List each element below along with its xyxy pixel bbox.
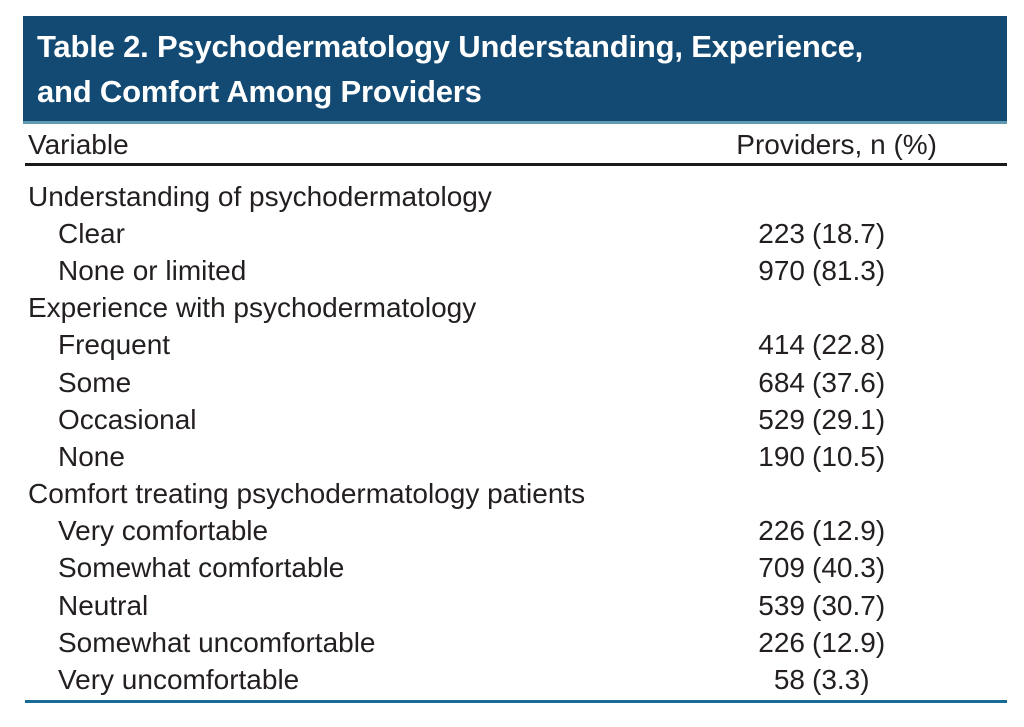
row-label: Somewhat uncomfortable: [58, 626, 376, 658]
table-row: Clear 223 (18.7): [28, 215, 937, 252]
row-value: 226 (12.9): [737, 515, 937, 547]
row-n: 539: [758, 589, 805, 621]
row-n: 190: [758, 440, 805, 472]
row-pct: (37.6): [812, 366, 886, 398]
column-header-providers: Providers, n (%): [736, 129, 937, 160]
row-pct: (30.7): [812, 589, 886, 621]
row-pct: (18.7): [812, 217, 886, 249]
row-value: 684 (37.6): [737, 367, 937, 399]
row-label: Frequent: [58, 329, 171, 361]
row-n: 226: [758, 515, 805, 547]
row-value: 539 (30.7): [737, 590, 937, 622]
row-label: Very uncomfortable: [58, 664, 300, 696]
row-label: None or limited: [58, 254, 247, 286]
row-label: Somewhat comfortable: [58, 552, 345, 584]
row-label: Clear: [58, 217, 125, 249]
row-pct: (40.3): [812, 552, 886, 584]
row-n: 223: [758, 217, 805, 249]
row-n: 529: [758, 403, 805, 435]
row-value: 226 (12.9): [737, 627, 937, 659]
row-label: Very comfortable: [58, 515, 269, 547]
table-title: Table 2. Psychodermatology Understanding…: [23, 16, 1007, 114]
table-body: Understanding of psychodermatology Clear…: [28, 178, 937, 699]
row-n: 970: [758, 254, 805, 286]
row-label: Some: [58, 366, 132, 398]
row-value: 709 (40.3): [737, 552, 937, 584]
row-pct: (29.1): [812, 403, 886, 435]
row-n: 684: [758, 366, 805, 398]
row-label: Occasional: [58, 403, 197, 435]
table-row: Comfort treating psychodermatology patie…: [28, 476, 937, 513]
column-header-row: Variable Providers, n (%): [28, 129, 937, 161]
row-value: 414 (22.8): [737, 329, 937, 361]
table-row: None 190 (10.5): [28, 438, 937, 475]
row-pct: (12.9): [812, 515, 886, 547]
table-row: Somewhat uncomfortable 226 (12.9): [28, 624, 937, 661]
table-title-line1: Table 2. Psychodermatology Understanding…: [37, 29, 864, 64]
row-label: Understanding of psychodermatology: [28, 180, 492, 212]
row-n: 226: [758, 626, 805, 658]
table-title-line2: and Comfort Among Providers: [37, 74, 482, 109]
row-label: Experience with psychodermatology: [28, 292, 477, 324]
table-row: Understanding of psychodermatology: [28, 178, 937, 215]
bottom-rule: [25, 700, 1007, 703]
row-value: 529 (29.1): [737, 404, 937, 436]
row-label: Comfort treating psychodermatology patie…: [28, 478, 586, 510]
table-row: Very uncomfortable 58 (3.3): [28, 661, 937, 698]
header-rule: [25, 163, 1007, 166]
row-n: 58: [773, 664, 805, 696]
table-row: Neutral 539 (30.7): [28, 587, 937, 624]
column-header-variable: Variable: [28, 129, 129, 160]
row-pct: (3.3): [812, 664, 870, 696]
table-row: Very comfortable 226 (12.9): [28, 513, 937, 550]
table-row: None or limited 970 (81.3): [28, 252, 937, 289]
row-value: 970 (81.3): [737, 255, 937, 287]
row-pct: (22.8): [812, 329, 886, 361]
table-title-banner: Table 2. Psychodermatology Understanding…: [23, 16, 1007, 124]
row-n: 414: [758, 329, 805, 361]
row-pct: (81.3): [812, 254, 886, 286]
table-row: Somewhat comfortable 709 (40.3): [28, 550, 937, 587]
row-label: None: [58, 440, 125, 472]
row-n: 709: [758, 552, 805, 584]
table-row: Experience with psychodermatology: [28, 290, 937, 327]
row-value: 58 (3.3): [737, 664, 937, 696]
table-row: Frequent 414 (22.8): [28, 327, 937, 364]
row-value: 190 (10.5): [737, 441, 937, 473]
row-value: 223 (18.7): [737, 218, 937, 250]
row-pct: (12.9): [812, 626, 886, 658]
table-row: Occasional 529 (29.1): [28, 401, 937, 438]
row-label: Neutral: [58, 589, 149, 621]
row-pct: (10.5): [812, 440, 886, 472]
table-row: Some 684 (37.6): [28, 364, 937, 401]
